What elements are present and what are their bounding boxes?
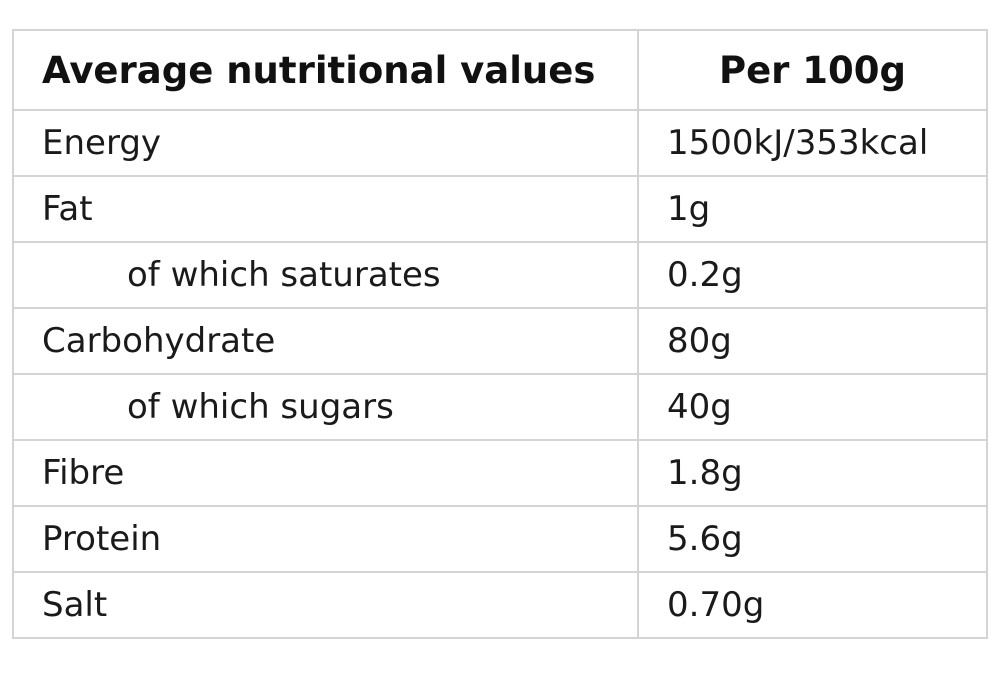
nutrient-name: Protein xyxy=(12,505,639,573)
nutrient-value: 1.8g xyxy=(637,439,988,507)
nutrient-value: 1500kJ/353kcal xyxy=(637,109,988,177)
nutrition-table: Average nutritional values Per 100g Ener… xyxy=(12,29,988,639)
nutrient-value: 40g xyxy=(637,373,988,441)
nutrient-name: Salt xyxy=(12,571,639,639)
header-per-100g: Per 100g xyxy=(637,29,988,111)
header-nutritional-values: Average nutritional values xyxy=(12,29,639,111)
nutrient-name: Fibre xyxy=(12,439,639,507)
table-row: of which saturates 0.2g xyxy=(12,241,988,309)
table-row: Fat 1g xyxy=(12,175,988,243)
nutrient-value: 1g xyxy=(637,175,988,243)
table-row: Salt 0.70g xyxy=(12,571,988,639)
table-row: of which sugars 40g xyxy=(12,373,988,441)
nutrient-name: Fat xyxy=(12,175,639,243)
table-row: Protein 5.6g xyxy=(12,505,988,573)
nutrient-value: 5.6g xyxy=(637,505,988,573)
table-header-row: Average nutritional values Per 100g xyxy=(12,29,988,111)
nutrient-name: Carbohydrate xyxy=(12,307,639,375)
nutrient-value: 0.70g xyxy=(637,571,988,639)
nutrient-name: of which sugars xyxy=(12,373,639,441)
table-row: Fibre 1.8g xyxy=(12,439,988,507)
nutrient-value: 80g xyxy=(637,307,988,375)
nutrient-value: 0.2g xyxy=(637,241,988,309)
table-row: Carbohydrate 80g xyxy=(12,307,988,375)
nutrient-name: Energy xyxy=(12,109,639,177)
table-row: Energy 1500kJ/353kcal xyxy=(12,109,988,177)
nutrient-name: of which saturates xyxy=(12,241,639,309)
